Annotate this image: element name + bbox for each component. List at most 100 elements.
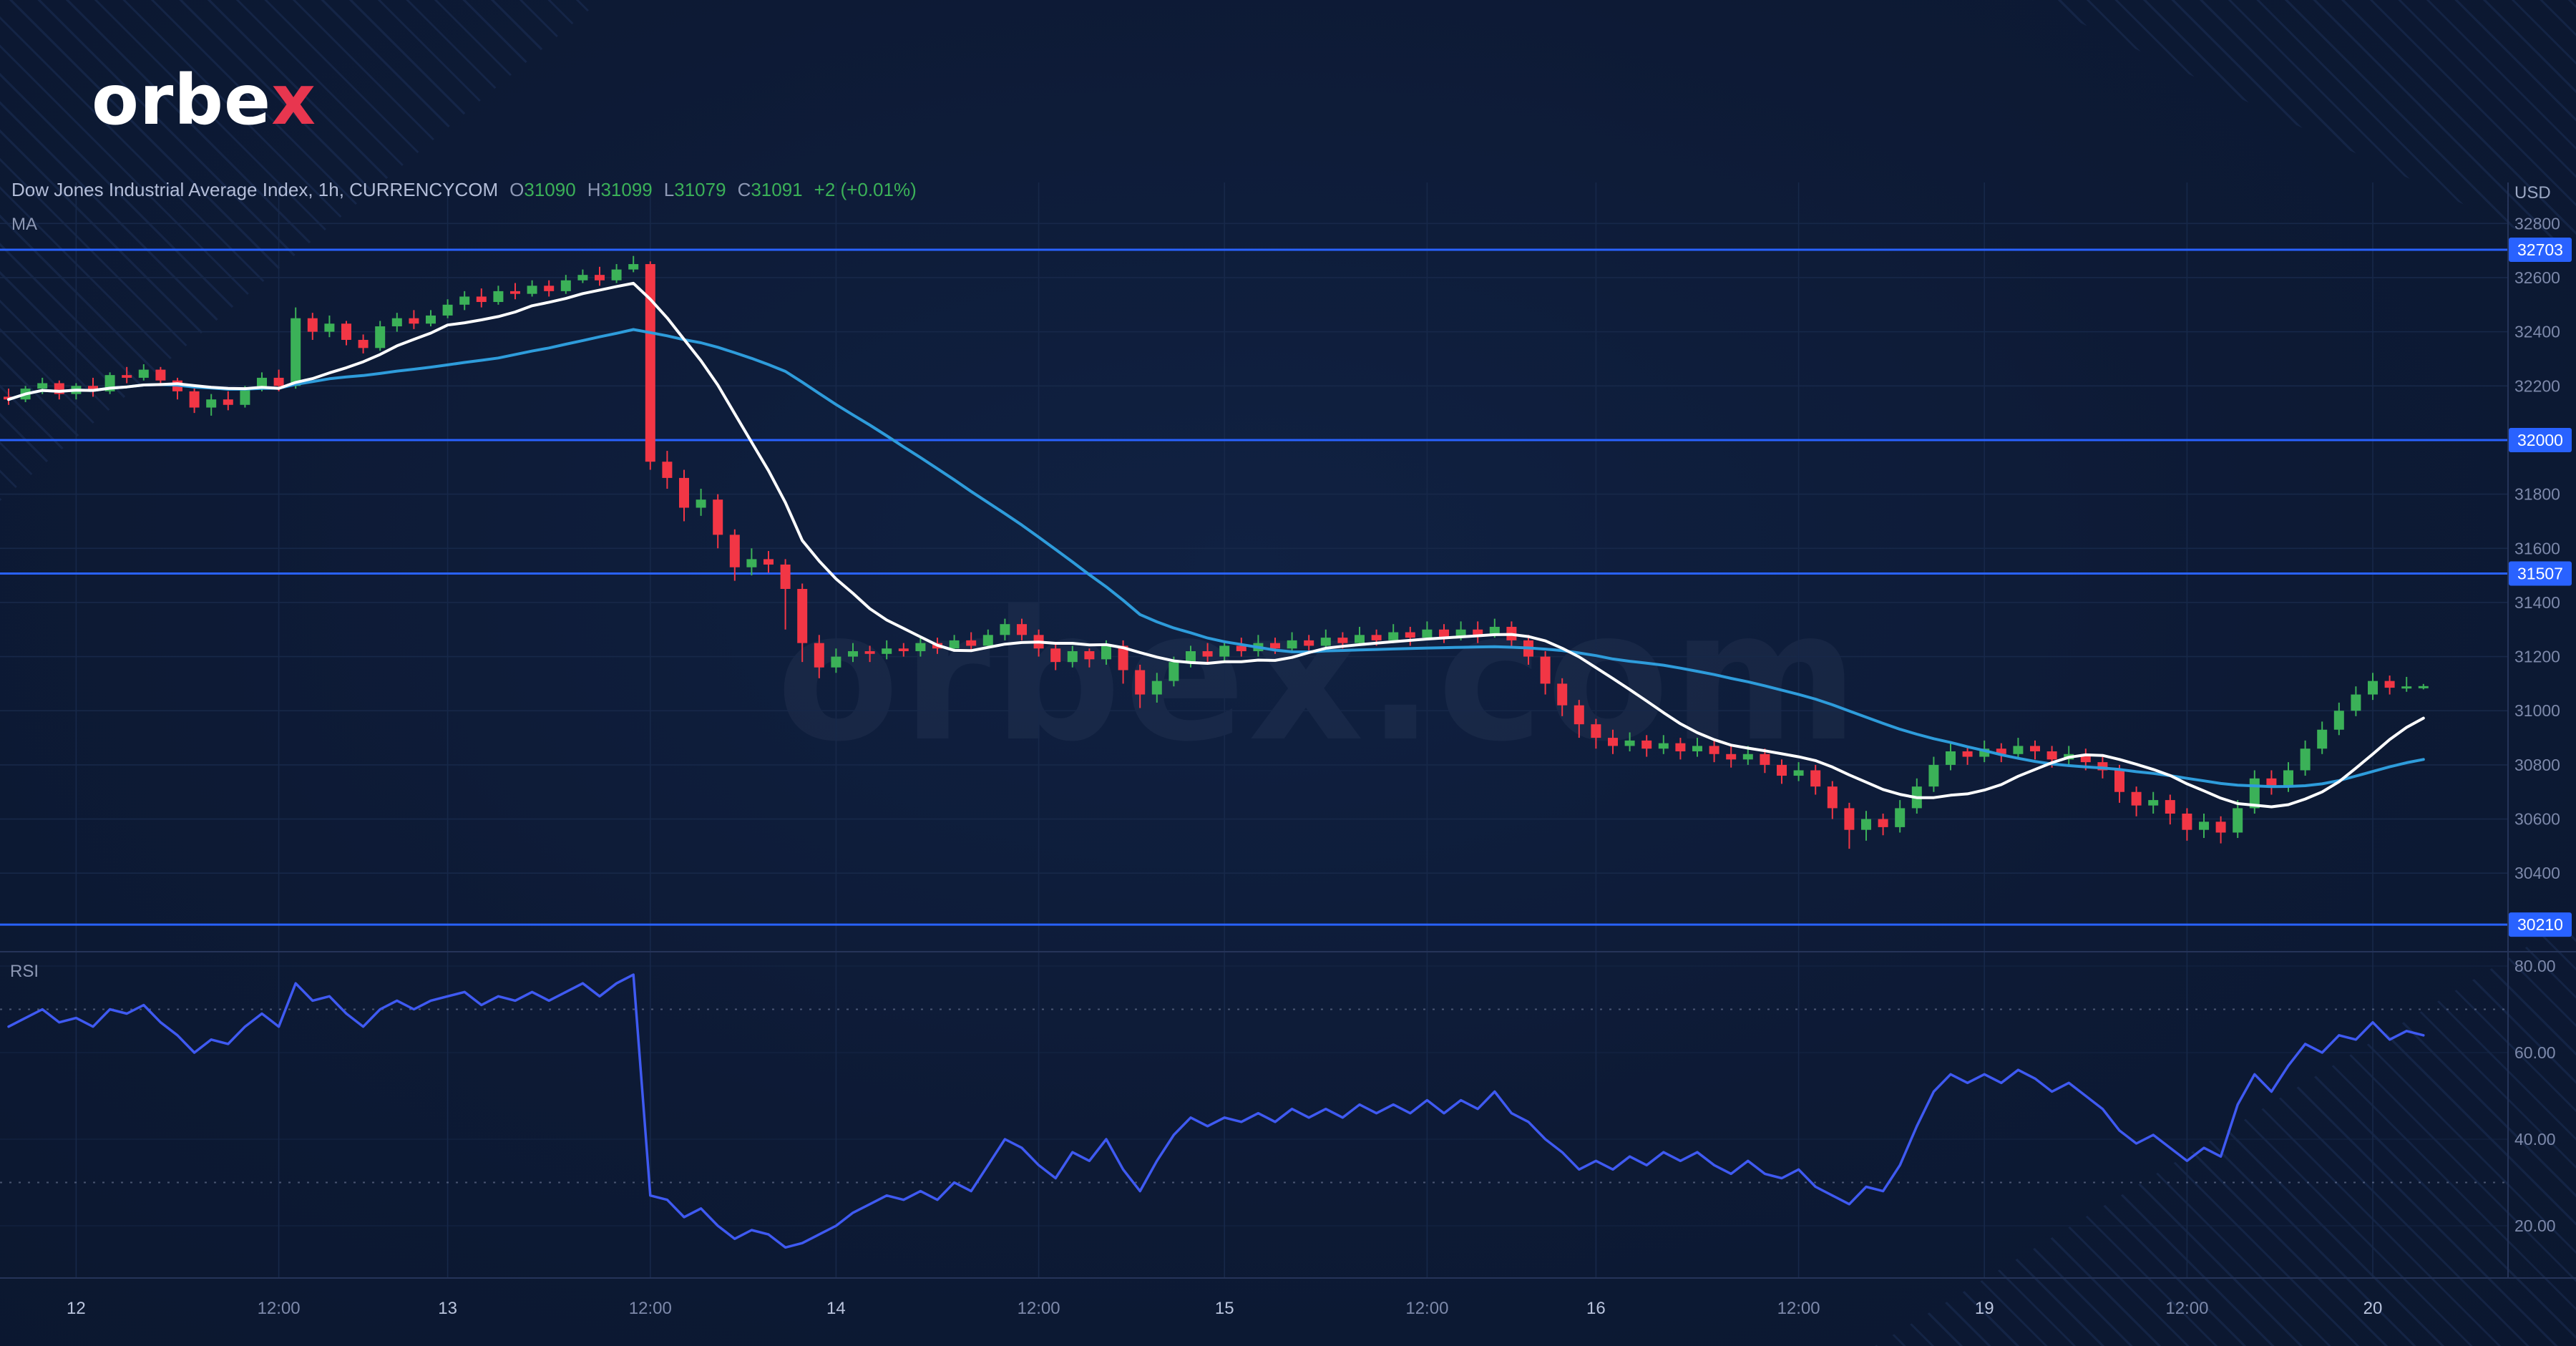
candle-body — [88, 386, 98, 391]
candle-body — [1320, 638, 1331, 646]
candle-body — [882, 648, 892, 654]
time-tick-label: 12 — [67, 1299, 86, 1318]
candle-body — [797, 589, 808, 643]
candles — [4, 255, 2429, 849]
candle-body — [662, 462, 673, 478]
pane-separators — [0, 182, 2576, 1279]
chart-legend: Dow Jones Industrial Average Index, 1h, … — [11, 179, 917, 201]
time-tick-label: 12:00 — [629, 1299, 672, 1318]
time-tick-label: 12:00 — [1405, 1299, 1448, 1318]
candle-body — [2283, 770, 2293, 787]
candle-body — [1675, 743, 1686, 751]
candle-body — [1371, 635, 1382, 640]
candle-body — [1574, 705, 1584, 725]
candle-body — [898, 648, 909, 652]
candle-body — [729, 535, 740, 567]
candle-body — [2233, 808, 2243, 833]
candle-body — [696, 499, 706, 508]
candle-body — [1709, 746, 1719, 754]
candle-body — [1118, 645, 1128, 670]
candle-body — [1202, 651, 1213, 657]
price-level-badge — [2509, 427, 2572, 452]
candle-body — [763, 559, 774, 565]
price-tick-label: 30800 — [2514, 756, 2560, 774]
candle-body — [780, 564, 791, 590]
candle-body — [1591, 724, 1601, 738]
candle-body — [2300, 748, 2311, 771]
rsi-indicator-label[interactable]: RSI — [10, 962, 39, 981]
time-tick-label: 12:00 — [258, 1299, 301, 1318]
rsi-pane — [0, 973, 2508, 1249]
candle-body — [949, 640, 960, 649]
candle-body — [2182, 813, 2192, 830]
ma-blue-line — [7, 328, 2425, 789]
candle-body — [1017, 624, 1027, 635]
candle-body — [1000, 624, 1010, 635]
candle-body — [1557, 683, 1568, 706]
ohlc-close: C31091 — [737, 179, 803, 200]
rsi-tick-label: 40.00 — [2514, 1130, 2556, 1149]
candle-body — [2333, 711, 2344, 730]
candle-body — [273, 377, 284, 386]
candle-body — [240, 389, 250, 405]
candle-body — [409, 318, 419, 324]
candle-body — [155, 369, 166, 381]
candle-body — [814, 643, 824, 668]
candle-body — [1287, 640, 1297, 649]
candle-body — [2215, 821, 2226, 833]
rsi-line — [7, 973, 2425, 1249]
price-level-badge-label: 32000 — [2517, 431, 2563, 449]
ma-white-line — [7, 281, 2425, 809]
time-axis[interactable]: 12 12:00 13 12:00 14 12:00 15 12:00 16 12:00 19 12:… — [67, 1299, 2382, 1318]
candle-body — [2317, 729, 2328, 749]
price-tick-label: 32600 — [2514, 268, 2560, 287]
price-level-badge-label: 32703 — [2517, 240, 2563, 259]
candle-body — [982, 635, 993, 646]
candle-body — [1084, 651, 1095, 660]
ohlc-open: O31090 — [509, 179, 576, 200]
candle-body — [37, 383, 48, 389]
candle-body — [1878, 819, 1888, 827]
logo-text-white: orbe — [92, 60, 272, 140]
candle-body — [2418, 686, 2429, 688]
ohlc-high: H31099 — [587, 179, 653, 200]
price-level-badge — [2509, 238, 2572, 262]
rsi-tick-label: 60.00 — [2514, 1043, 2556, 1062]
time-tick-label: 12:00 — [1018, 1299, 1060, 1318]
level-lines[interactable] — [0, 248, 2508, 926]
time-tick-label: 19 — [1975, 1299, 1994, 1318]
candle-body — [2097, 762, 2108, 771]
symbol-title[interactable]: Dow Jones Industrial Average Index, 1h, … — [11, 179, 499, 200]
candle-body — [1236, 645, 1246, 652]
candle-body — [1489, 626, 1500, 635]
candle-body — [1540, 656, 1551, 684]
price-level-badge — [2509, 561, 2572, 586]
candle-body — [2148, 800, 2159, 806]
candle-body — [1946, 751, 1956, 765]
candle-body — [1067, 651, 1078, 663]
candle-body — [291, 318, 301, 386]
candle-body — [459, 296, 470, 305]
ma-indicator-label[interactable]: MA — [11, 215, 37, 234]
candle-body — [2351, 694, 2361, 711]
time-tick-label: 20 — [2363, 1299, 2383, 1318]
price-axis[interactable]: 32800 32600 32400 32200 32000 31800 31600 31400… — [2509, 183, 2572, 1235]
currency-label: USD — [2514, 183, 2551, 203]
price-tick-label: 30600 — [2514, 810, 2560, 829]
candle-body — [544, 286, 555, 291]
candle-body — [375, 326, 386, 348]
candle-body — [1624, 740, 1635, 746]
candle-body — [864, 651, 875, 654]
logo-text-red: x — [271, 60, 317, 140]
candle-body — [713, 499, 723, 535]
candle-body — [1827, 786, 1838, 809]
candle-body — [189, 391, 200, 408]
price-level-badge — [2509, 912, 2572, 937]
candle-body — [1793, 770, 1804, 776]
candle-body — [307, 318, 318, 332]
candle-body — [358, 339, 369, 348]
time-tick-label: 14 — [826, 1299, 846, 1318]
candle-body — [476, 296, 487, 303]
candle-body — [1726, 754, 1737, 760]
